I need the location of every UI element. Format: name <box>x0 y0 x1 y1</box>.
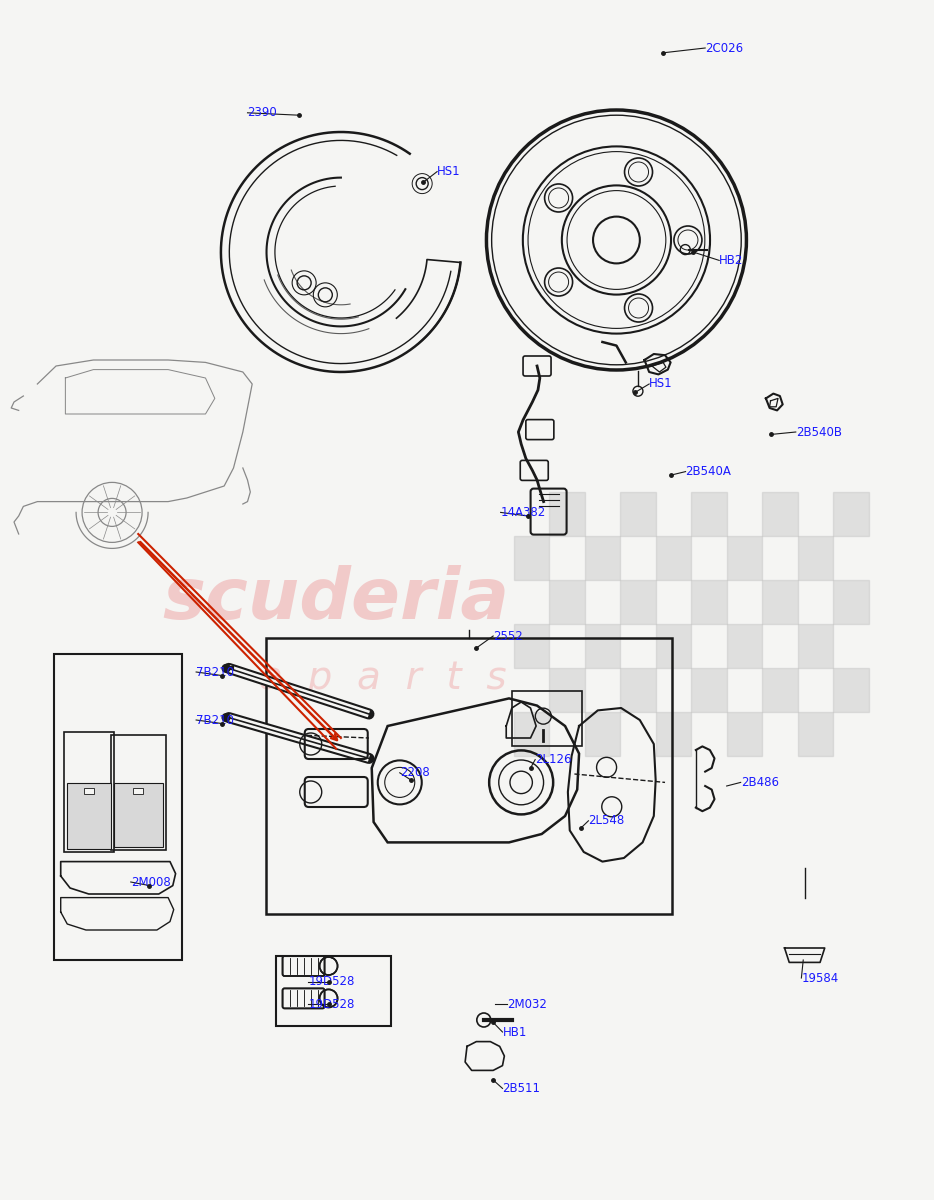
Text: HS1: HS1 <box>649 378 672 390</box>
Text: scuderia: scuderia <box>163 565 510 635</box>
Text: 19584: 19584 <box>801 972 839 984</box>
Text: 2390: 2390 <box>248 107 277 119</box>
Bar <box>833 668 869 712</box>
Bar <box>54 654 182 960</box>
Bar <box>727 536 762 580</box>
Bar <box>549 492 585 536</box>
Text: HS1: HS1 <box>437 166 460 178</box>
Bar <box>691 492 727 536</box>
Text: 2L548: 2L548 <box>588 815 625 827</box>
Text: HB2: HB2 <box>719 254 743 266</box>
Bar <box>620 668 656 712</box>
Bar <box>656 536 691 580</box>
Text: 2M032: 2M032 <box>507 998 547 1010</box>
Bar <box>84 788 93 794</box>
Bar <box>585 536 620 580</box>
Bar <box>585 624 620 668</box>
Bar <box>114 784 163 846</box>
Bar <box>514 624 549 668</box>
Bar <box>798 712 833 756</box>
Text: 2L126: 2L126 <box>535 754 572 766</box>
Bar <box>514 536 549 580</box>
Bar <box>762 668 798 712</box>
Bar <box>833 492 869 536</box>
Text: 2B511: 2B511 <box>502 1082 541 1094</box>
Bar <box>549 580 585 624</box>
Text: 19D528: 19D528 <box>308 998 355 1010</box>
Text: 2B486: 2B486 <box>741 776 779 788</box>
Bar <box>656 624 691 668</box>
Text: 2B540A: 2B540A <box>686 466 731 478</box>
Bar <box>833 580 869 624</box>
Bar <box>691 668 727 712</box>
Bar <box>798 536 833 580</box>
Bar <box>266 638 672 914</box>
Bar <box>656 712 691 756</box>
Text: 14A382: 14A382 <box>501 506 545 518</box>
Bar <box>134 788 143 794</box>
Text: 7B210: 7B210 <box>196 666 234 678</box>
Text: 7B210: 7B210 <box>196 714 234 726</box>
Bar <box>620 580 656 624</box>
Bar <box>727 624 762 668</box>
Text: 2208: 2208 <box>400 767 430 779</box>
Bar <box>514 712 549 756</box>
Bar <box>798 624 833 668</box>
Bar <box>691 580 727 624</box>
Bar <box>549 668 585 712</box>
Bar <box>585 712 620 756</box>
Bar <box>66 782 111 848</box>
Text: 19D528: 19D528 <box>308 976 355 988</box>
Bar <box>512 691 582 746</box>
Text: 2C026: 2C026 <box>705 42 743 54</box>
Bar <box>762 580 798 624</box>
Bar <box>762 492 798 536</box>
Text: 2552: 2552 <box>493 630 523 642</box>
Text: 2B540B: 2B540B <box>796 426 842 438</box>
Bar <box>276 956 390 1026</box>
Bar <box>727 712 762 756</box>
Text: 2M008: 2M008 <box>131 876 171 888</box>
Bar <box>620 492 656 536</box>
Circle shape <box>222 714 230 721</box>
Circle shape <box>222 665 230 672</box>
Text: HB1: HB1 <box>502 1026 527 1038</box>
Text: a  p  a  r  t  s: a p a r t s <box>259 659 507 697</box>
